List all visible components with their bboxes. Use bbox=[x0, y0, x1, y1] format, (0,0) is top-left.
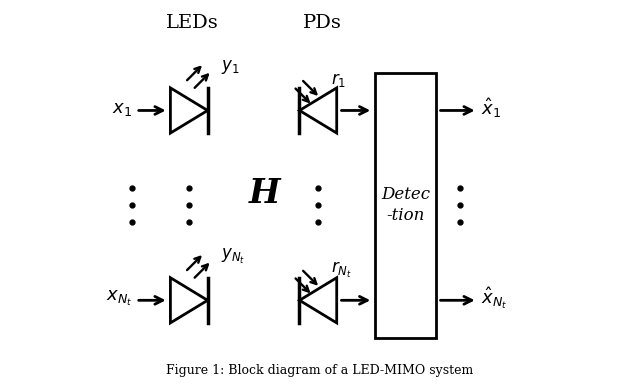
Text: $\hat{x}_{N_t}$: $\hat{x}_{N_t}$ bbox=[481, 286, 508, 311]
Text: $y_1$: $y_1$ bbox=[221, 58, 239, 76]
Text: PDs: PDs bbox=[303, 14, 341, 32]
Text: $x_{N_t}$: $x_{N_t}$ bbox=[106, 289, 132, 308]
Text: $r_{N_t}$: $r_{N_t}$ bbox=[332, 260, 352, 280]
Text: H: H bbox=[249, 177, 281, 211]
Text: LEDs: LEDs bbox=[166, 14, 219, 32]
Text: Detec
-tion: Detec -tion bbox=[381, 187, 430, 224]
Bar bbox=[375, 73, 436, 338]
Text: $y_{N_t}$: $y_{N_t}$ bbox=[221, 247, 245, 267]
Text: $x_1$: $x_1$ bbox=[112, 100, 132, 118]
Text: $\hat{x}_1$: $\hat{x}_1$ bbox=[481, 97, 502, 120]
Text: $r_1$: $r_1$ bbox=[332, 71, 346, 89]
Text: Figure 1: Block diagram of a LED-MIMO system: Figure 1: Block diagram of a LED-MIMO sy… bbox=[166, 364, 474, 377]
